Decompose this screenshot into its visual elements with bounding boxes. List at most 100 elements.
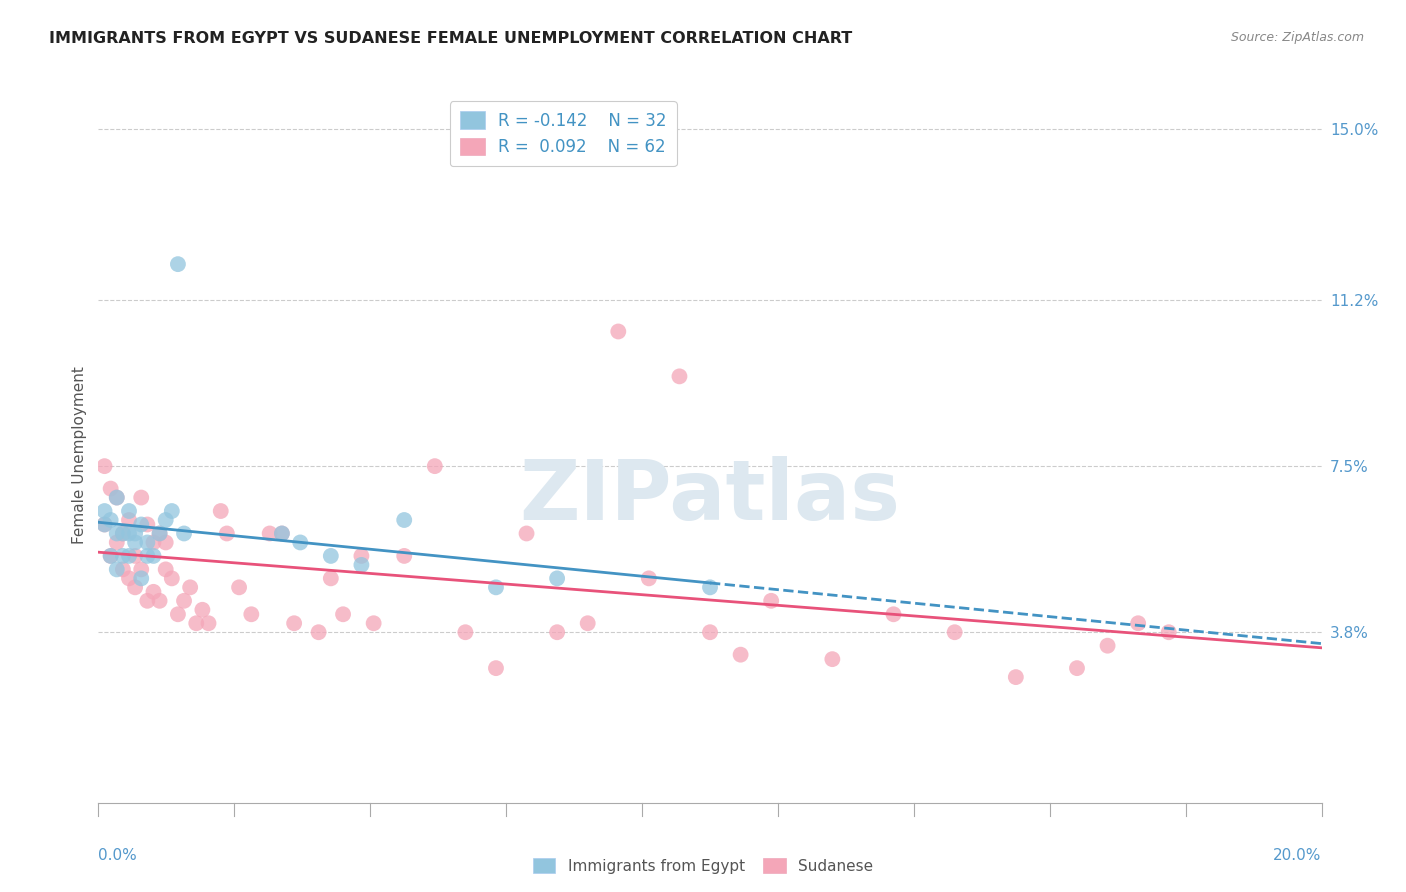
Point bbox=[105, 491, 128, 505]
Point bbox=[93, 517, 115, 532]
Point bbox=[136, 535, 159, 549]
Point bbox=[576, 616, 599, 631]
Point bbox=[93, 517, 115, 532]
Point bbox=[100, 513, 122, 527]
Point bbox=[546, 625, 568, 640]
Point bbox=[142, 535, 165, 549]
Point bbox=[350, 549, 373, 563]
Text: ZIPatlas: ZIPatlas bbox=[520, 456, 900, 537]
Point bbox=[118, 526, 141, 541]
Legend: R = -0.142    N = 32, R =  0.092    N = 62: R = -0.142 N = 32, R = 0.092 N = 62 bbox=[450, 102, 676, 166]
Point bbox=[1066, 661, 1088, 675]
Point bbox=[454, 625, 477, 640]
Point bbox=[332, 607, 354, 622]
Point bbox=[149, 526, 172, 541]
Point bbox=[100, 549, 122, 563]
Point bbox=[100, 549, 122, 563]
Point bbox=[308, 625, 330, 640]
Point bbox=[607, 325, 630, 339]
Point bbox=[319, 571, 342, 585]
Point bbox=[392, 549, 416, 563]
Text: 0.0%: 0.0% bbox=[98, 847, 138, 863]
Point bbox=[149, 594, 172, 608]
Point bbox=[423, 459, 446, 474]
Point bbox=[259, 526, 281, 541]
Point bbox=[118, 571, 141, 585]
Point bbox=[1004, 670, 1026, 684]
Point bbox=[179, 580, 201, 594]
Point bbox=[155, 513, 177, 527]
Point bbox=[129, 491, 152, 505]
Point bbox=[363, 616, 385, 631]
Point bbox=[118, 549, 141, 563]
Point bbox=[136, 549, 159, 563]
Point bbox=[173, 526, 195, 541]
Point bbox=[111, 549, 134, 563]
Point bbox=[111, 526, 134, 541]
Point bbox=[124, 535, 146, 549]
Point bbox=[111, 526, 134, 541]
Point bbox=[1097, 639, 1119, 653]
Point bbox=[118, 504, 141, 518]
Point bbox=[290, 535, 312, 549]
Point bbox=[191, 603, 214, 617]
Point bbox=[1157, 625, 1180, 640]
Text: Source: ZipAtlas.com: Source: ZipAtlas.com bbox=[1230, 31, 1364, 45]
Point bbox=[105, 535, 128, 549]
Point bbox=[160, 504, 183, 518]
Point bbox=[105, 491, 128, 505]
Point bbox=[883, 607, 905, 622]
Y-axis label: Female Unemployment: Female Unemployment bbox=[72, 366, 87, 544]
Point bbox=[186, 616, 208, 631]
Point bbox=[240, 607, 263, 622]
Point bbox=[350, 558, 373, 572]
Legend: Immigrants from Egypt, Sudanese: Immigrants from Egypt, Sudanese bbox=[526, 852, 880, 880]
Point bbox=[155, 562, 177, 576]
Point bbox=[668, 369, 690, 384]
Point bbox=[730, 648, 752, 662]
Point bbox=[699, 625, 721, 640]
Point bbox=[124, 549, 146, 563]
Point bbox=[129, 571, 152, 585]
Point bbox=[759, 594, 782, 608]
Point bbox=[136, 594, 159, 608]
Point bbox=[173, 594, 195, 608]
Point bbox=[136, 517, 159, 532]
Point bbox=[124, 526, 146, 541]
Point bbox=[93, 504, 115, 518]
Point bbox=[485, 661, 508, 675]
Point bbox=[637, 571, 661, 585]
Point bbox=[105, 562, 128, 576]
Point bbox=[319, 549, 342, 563]
Point bbox=[100, 482, 122, 496]
Point bbox=[149, 526, 172, 541]
Point bbox=[485, 580, 508, 594]
Point bbox=[105, 526, 128, 541]
Text: 20.0%: 20.0% bbox=[1274, 847, 1322, 863]
Point bbox=[270, 526, 292, 541]
Point bbox=[111, 562, 134, 576]
Point bbox=[155, 535, 177, 549]
Point bbox=[1128, 616, 1150, 631]
Point bbox=[215, 526, 238, 541]
Point bbox=[821, 652, 844, 666]
Point bbox=[197, 616, 219, 631]
Text: IMMIGRANTS FROM EGYPT VS SUDANESE FEMALE UNEMPLOYMENT CORRELATION CHART: IMMIGRANTS FROM EGYPT VS SUDANESE FEMALE… bbox=[49, 31, 852, 46]
Point bbox=[516, 526, 538, 541]
Point bbox=[142, 549, 165, 563]
Point bbox=[270, 526, 292, 541]
Point bbox=[124, 580, 146, 594]
Point bbox=[93, 459, 115, 474]
Point bbox=[209, 504, 232, 518]
Point bbox=[283, 616, 305, 631]
Point bbox=[546, 571, 568, 585]
Point bbox=[392, 513, 416, 527]
Point bbox=[129, 517, 152, 532]
Point bbox=[699, 580, 721, 594]
Point bbox=[943, 625, 966, 640]
Point bbox=[228, 580, 250, 594]
Point bbox=[160, 571, 183, 585]
Point bbox=[142, 584, 165, 599]
Point bbox=[129, 562, 152, 576]
Point bbox=[167, 607, 190, 622]
